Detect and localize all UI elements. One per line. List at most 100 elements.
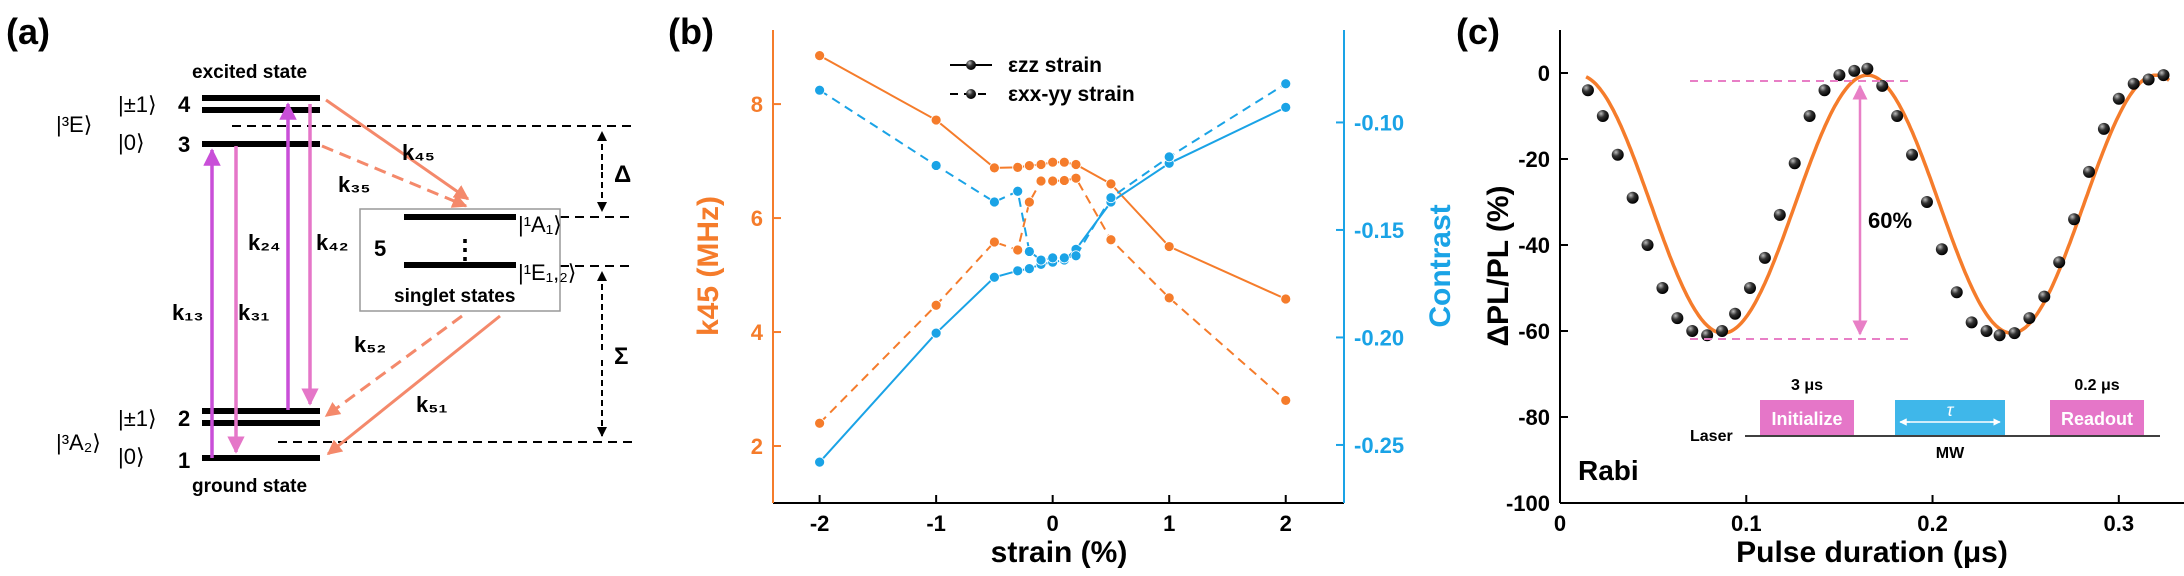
legend-xxyy-label: εxx-yy strain xyxy=(1008,83,1135,106)
state-1E12: |¹E₁,₂⟩ xyxy=(518,260,576,285)
b-point xyxy=(930,299,942,311)
b-point xyxy=(1047,175,1059,187)
b-point xyxy=(1163,292,1175,304)
rate-k51: k₅₁ xyxy=(416,392,447,417)
b-point xyxy=(1070,172,1082,184)
rabi-label: Rabi xyxy=(1578,455,1639,486)
rate-k24: k₂₄ xyxy=(248,230,281,255)
b-point xyxy=(814,84,826,96)
c-ytick-label: -20 xyxy=(1518,147,1550,172)
b-point xyxy=(1035,159,1047,170)
level-a1 xyxy=(404,214,516,220)
b-point xyxy=(1035,175,1047,187)
b-point xyxy=(1070,159,1082,170)
b-point xyxy=(1012,185,1024,197)
b-xtick-label: 0 xyxy=(1047,511,1059,536)
b-point xyxy=(1105,178,1117,190)
readout-pulse xyxy=(2050,400,2144,435)
b-point xyxy=(814,50,826,62)
b-point xyxy=(1105,234,1117,246)
arrow-k35 xyxy=(321,144,468,208)
rabi-data-point xyxy=(1950,286,1963,299)
b-point xyxy=(1023,196,1035,208)
delta-label: Δ xyxy=(614,161,631,188)
level-number-1: 1 xyxy=(178,448,190,473)
rabi-data-point xyxy=(1833,69,1846,82)
rabi-data-point xyxy=(1686,325,1699,337)
b-point xyxy=(1163,241,1175,252)
b-point xyxy=(1163,151,1175,163)
rabi-data-point xyxy=(1788,157,1801,170)
b-point xyxy=(1012,244,1024,256)
sublevel-pm1-excited: |±1⟩ xyxy=(118,92,157,117)
sublevel-pm1-ground: |±1⟩ xyxy=(118,406,157,431)
rabi-data-point xyxy=(2083,165,2096,178)
sublevel-0-ground: |0⟩ xyxy=(118,444,145,469)
b-ytick-left-label: 6 xyxy=(751,206,763,231)
rabi-data-point xyxy=(1758,251,1771,264)
rabi-data-point xyxy=(2038,290,2051,303)
rabi-data-point xyxy=(2053,256,2066,269)
level-number-4: 4 xyxy=(178,92,191,117)
plot-c-points xyxy=(1581,62,2170,342)
mw-label: MW xyxy=(1936,445,1965,462)
singlet-box xyxy=(359,208,561,312)
rabi-data-point xyxy=(1626,191,1639,204)
panel-a-label: (a) xyxy=(6,11,50,52)
singlet-states-label: singlet states xyxy=(394,286,515,307)
rabi-data-point xyxy=(2097,122,2110,135)
sublevel-0-excited: |0⟩ xyxy=(118,130,145,155)
b-ytick-left-label: 4 xyxy=(751,320,764,345)
legend-zz-label: εzz strain xyxy=(1008,54,1102,77)
rabi-data-point xyxy=(2068,213,2081,226)
rabi-data-point xyxy=(1581,84,1594,97)
b-xtick-label: 2 xyxy=(1280,511,1292,536)
rabi-data-point xyxy=(1993,329,2006,342)
b-point xyxy=(1012,265,1024,277)
b-point xyxy=(1280,395,1292,406)
rabi-data-point xyxy=(1803,110,1816,122)
b-ytick-right-label: -0.20 xyxy=(1354,325,1404,350)
laser-label: Laser xyxy=(1690,428,1733,445)
level-3 xyxy=(202,141,320,147)
b-xtick-label: -2 xyxy=(810,511,830,536)
rabi-data-point xyxy=(1671,312,1684,325)
rabi-data-point xyxy=(1641,239,1654,251)
rate-k35: k₃₅ xyxy=(338,172,371,197)
arrow-k52 xyxy=(324,314,463,418)
rabi-data-point xyxy=(1965,316,1978,329)
rabi-fit-curve xyxy=(1585,73,2171,335)
b-ytick-left-label: 2 xyxy=(751,434,763,459)
rabi-data-point xyxy=(1611,148,1624,161)
rabi-data-point xyxy=(1743,282,1756,294)
rabi-data-point xyxy=(1716,325,1729,337)
rabi-data-point xyxy=(1935,243,1948,256)
rabi-data-point xyxy=(2142,73,2155,86)
b-point xyxy=(989,236,1000,248)
rate-k31: k₃₁ xyxy=(238,300,270,325)
b-point xyxy=(989,162,1000,174)
rabi-data-point xyxy=(2112,92,2125,105)
panel-c-label: (c) xyxy=(1456,11,1500,52)
c-xtick-label: 0.3 xyxy=(2104,511,2135,536)
legend-zz-marker xyxy=(966,60,976,70)
b-point xyxy=(1058,156,1070,168)
state-3E: |³E⟩ xyxy=(56,112,92,137)
plot-c-xlabel: Pulse duration (μs) xyxy=(1736,536,2008,569)
arrow-k51 xyxy=(326,314,501,456)
sigma-label: Σ xyxy=(614,343,628,370)
level-1 xyxy=(202,455,320,461)
b-point xyxy=(1012,161,1024,173)
c-xtick-label: 0.2 xyxy=(1917,511,1948,536)
b-series-line-1 xyxy=(818,177,1287,424)
legend-xxyy-marker xyxy=(966,89,976,99)
initialize-label: Initialize xyxy=(1771,409,1842,429)
b-point xyxy=(1047,156,1059,168)
rabi-data-point xyxy=(1876,79,1889,92)
arrow-k45 xyxy=(325,98,470,201)
pulse-sequence: Initialize 3 μs τ Readout 0.2 μs Laser M… xyxy=(1690,377,2160,462)
b-ytick-right-label: -0.15 xyxy=(1354,218,1404,243)
b-point xyxy=(814,456,826,468)
b-point xyxy=(930,327,942,339)
rabi-data-point xyxy=(1861,62,1874,75)
